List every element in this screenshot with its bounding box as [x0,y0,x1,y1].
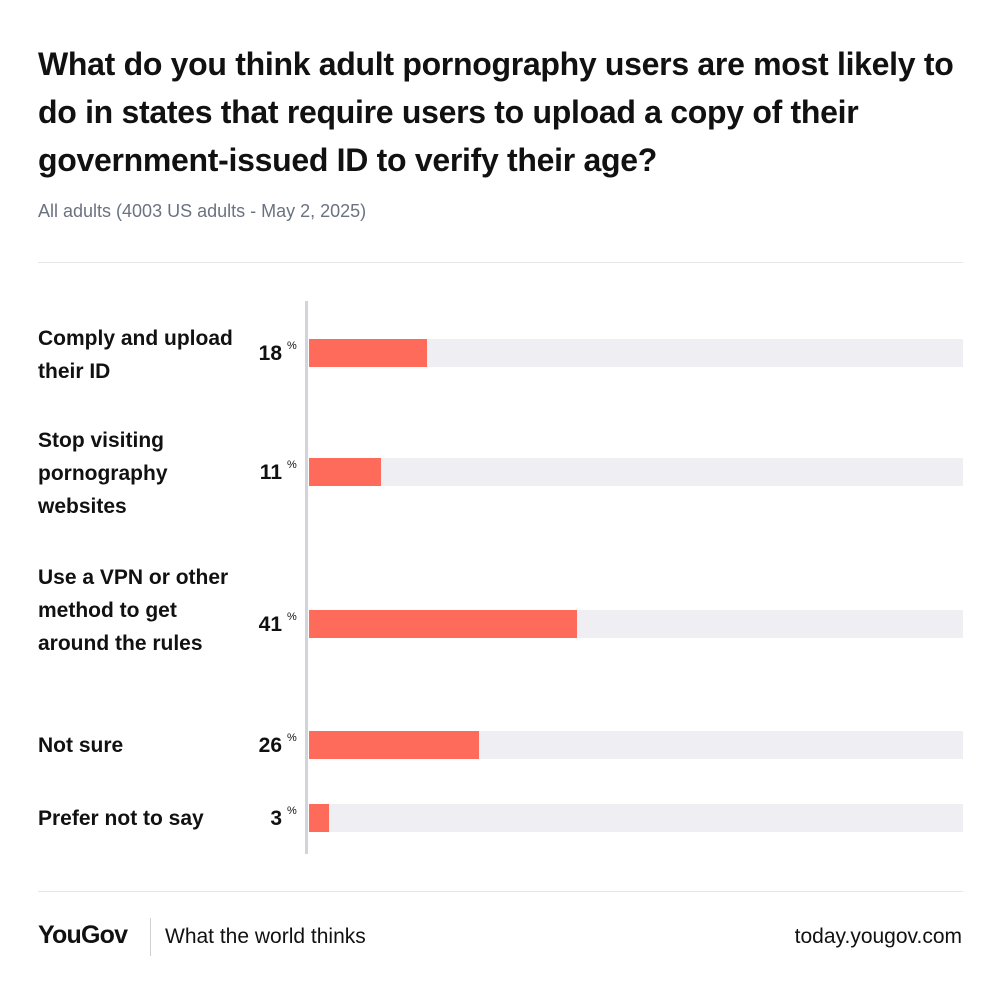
chart-title: What do you think adult pornography user… [38,46,954,178]
chart-subtitle: All adults (4003 US adults - May 2, 2025… [38,201,367,221]
category-label: Not sure [38,734,124,757]
category-label: Prefer not to say [38,807,204,830]
unit-label: % [287,732,297,744]
footer-separator [150,918,151,956]
bar-track [309,804,963,832]
data-label: 3 [270,807,282,830]
axis-line [305,301,308,854]
bar [309,610,578,638]
data-label: 11 [259,461,282,484]
category-label: Stop visiting pornography websites [38,429,168,518]
unit-label: % [287,459,297,471]
bar [309,458,381,486]
footer-site-link[interactable]: today.yougov.com [794,925,962,948]
bar [309,804,329,832]
bar-track [309,731,963,759]
category-label: Use a VPN or other method to get around … [38,566,229,655]
bar-track [309,458,963,486]
yougov-logo: YouGov [38,921,128,949]
unit-label: % [287,805,297,817]
data-label: 41 [258,613,282,636]
bar-track [309,610,963,638]
bar [309,731,480,759]
top-divider [38,262,963,263]
category-label: Comply and upload their ID [38,327,233,383]
bottom-divider [38,891,963,892]
footer-tagline: What the world thinks [165,925,366,948]
unit-label: % [287,611,297,623]
unit-label: % [287,340,297,352]
data-label: 18 [258,342,282,365]
data-label: 26 [258,734,282,757]
bar [309,339,427,367]
bar-track [309,339,963,367]
